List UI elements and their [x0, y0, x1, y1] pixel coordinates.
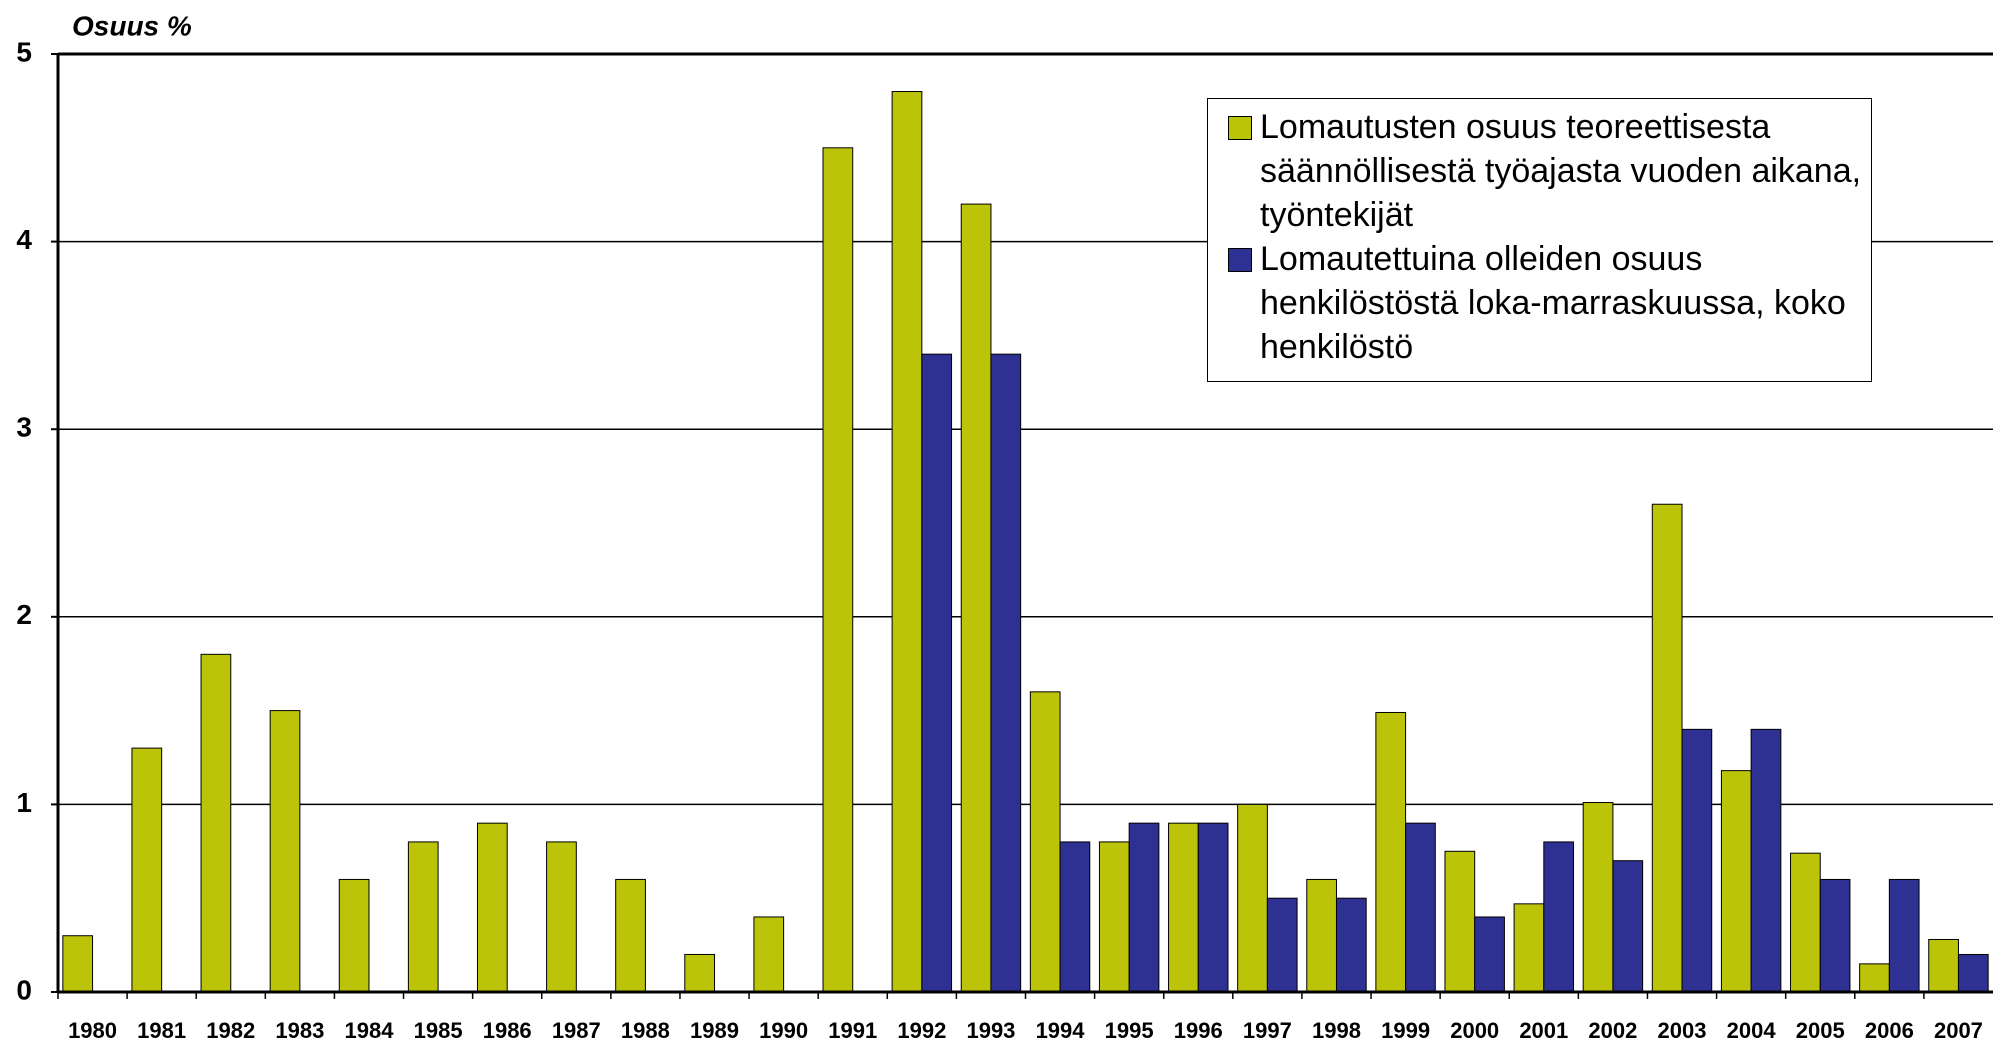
x-tick-label: 1998 [1312, 1018, 1361, 1043]
y-tick-label: 3 [16, 412, 32, 443]
x-tick-label: 1985 [414, 1018, 463, 1043]
y-tick-label: 4 [16, 224, 32, 255]
x-tick-label: 1986 [483, 1018, 532, 1043]
bar [1059, 841, 1091, 993]
bar [1681, 728, 1713, 993]
x-tick-label: 2006 [1865, 1018, 1914, 1043]
bar [1888, 878, 1920, 993]
bar [62, 935, 94, 993]
y-tick-label: 2 [16, 599, 32, 630]
bar [1474, 916, 1505, 993]
bar [476, 822, 508, 993]
bar [1582, 802, 1614, 993]
bar [1928, 938, 1959, 993]
x-tick-label: 1989 [690, 1018, 739, 1043]
x-tick-label: 2004 [1727, 1018, 1777, 1043]
x-tick-label: 2001 [1519, 1018, 1568, 1043]
bar [200, 653, 232, 993]
bar [1168, 822, 1199, 993]
bar [338, 878, 370, 993]
x-tick-label: 1993 [966, 1018, 1015, 1043]
legend-label: Lomautettuina olleiden osuus henkilöstös… [1260, 240, 1846, 366]
bar [1029, 691, 1061, 993]
x-tick-label: 1984 [345, 1018, 395, 1043]
x-tick-label: 1980 [68, 1018, 117, 1043]
bar [1859, 963, 1890, 993]
x-tick-label: 2002 [1588, 1018, 1637, 1043]
x-tick-label: 1992 [897, 1018, 946, 1043]
legend-swatch [1228, 116, 1252, 140]
bar [131, 747, 163, 993]
bar [1612, 860, 1644, 993]
bar [921, 353, 953, 993]
bar [1790, 852, 1821, 993]
x-tick-label: 1996 [1174, 1018, 1223, 1043]
y-tick-label: 0 [16, 974, 32, 1005]
x-tick-label: 1994 [1036, 1018, 1086, 1043]
x-tick-label: 1991 [828, 1018, 877, 1043]
x-tick-label: 1983 [275, 1018, 324, 1043]
bar [1128, 822, 1160, 993]
bar [1098, 841, 1130, 993]
bar [1543, 841, 1575, 993]
x-tick-label: 1982 [206, 1018, 255, 1043]
y-tick-label: 5 [16, 36, 32, 67]
bar [407, 841, 439, 993]
bar [1306, 878, 1337, 993]
bar [546, 841, 577, 993]
x-tick-label: 1988 [621, 1018, 670, 1043]
bar [1957, 953, 1989, 993]
bar [1720, 770, 1752, 993]
bar [1266, 897, 1298, 993]
x-tick-label: 2005 [1796, 1018, 1845, 1043]
x-tick-label: 1999 [1381, 1018, 1430, 1043]
legend-swatch [1228, 248, 1252, 272]
bar [960, 203, 992, 993]
bar [1444, 850, 1476, 993]
x-tick-label: 1997 [1243, 1018, 1292, 1043]
bar [1513, 903, 1545, 993]
y-axis-title: Osuus % [72, 10, 192, 41]
legend-item: Lomautettuina olleiden osuus henkilöstös… [1228, 237, 1863, 369]
bar [684, 953, 716, 993]
y-tick-label: 1 [16, 787, 32, 818]
x-tick-label: 2000 [1450, 1018, 1499, 1043]
x-tick-label: 1990 [759, 1018, 808, 1043]
bar [822, 147, 854, 993]
bar [1375, 711, 1407, 993]
bar [1651, 503, 1683, 993]
bar [1335, 897, 1367, 993]
bar [269, 710, 301, 993]
x-tick-label: 1987 [552, 1018, 601, 1043]
bar [615, 878, 646, 993]
legend-item: Lomautusten osuus teoreettisesta säännöl… [1228, 105, 1863, 237]
x-tick-label: 2007 [1934, 1018, 1983, 1043]
bar [1197, 822, 1229, 993]
bar [1237, 803, 1268, 993]
legend-label: Lomautusten osuus teoreettisesta säännöl… [1260, 108, 1862, 234]
bar [753, 916, 785, 993]
bar [1750, 728, 1782, 993]
bar [1819, 878, 1851, 993]
x-tick-label: 1995 [1105, 1018, 1154, 1043]
bar [1405, 822, 1436, 993]
legend: Lomautusten osuus teoreettisesta säännöl… [1207, 98, 1872, 382]
bar [990, 353, 1022, 993]
x-tick-label: 2003 [1658, 1018, 1707, 1043]
x-tick-label: 1981 [137, 1018, 186, 1043]
bar [891, 91, 923, 993]
